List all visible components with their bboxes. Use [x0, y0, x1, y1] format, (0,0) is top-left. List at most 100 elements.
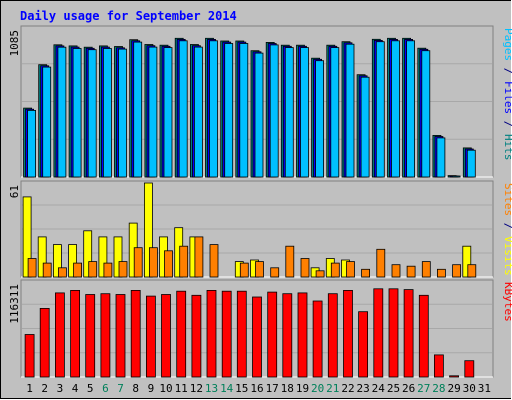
bar-kbytes-day-14	[221, 290, 232, 378]
bar-pages-day-3	[57, 46, 67, 178]
bar-sites-day-29	[452, 264, 462, 278]
bar-visits-day-30	[462, 245, 472, 278]
bar-kbytes-day-30	[464, 360, 475, 378]
bar-pages-day-21	[330, 47, 340, 178]
chart-title: Daily usage for September 2014	[20, 9, 237, 23]
bar-pages-day-24	[375, 41, 385, 178]
bar-kbytes-day-23	[358, 311, 369, 378]
bar-pages-day-26	[406, 40, 416, 178]
bar-kbytes-day-27	[418, 294, 429, 378]
x-tick-label-25: 25	[387, 382, 400, 395]
x-tick-label-19: 19	[296, 382, 309, 395]
bar-pages-day-7	[118, 48, 127, 178]
bar-pages-day-17	[269, 44, 279, 178]
bar-sites-day-23	[361, 268, 371, 278]
y-max-label: 1085	[8, 30, 21, 57]
bar-visits-day-5	[83, 230, 93, 278]
panel-kbytes: 116311 KBytes	[8, 279, 512, 378]
bar-pages-day-25	[391, 40, 400, 178]
bar-kbytes-day-15	[236, 290, 247, 378]
legend-part: Pages	[502, 28, 512, 61]
bar-kbytes-day-26	[403, 289, 414, 378]
bar-visits-day-1	[22, 196, 32, 278]
bar-pages-day-30	[466, 149, 476, 178]
x-tick-label-16: 16	[250, 382, 263, 395]
bar-kbytes-day-6	[100, 293, 111, 378]
bar-pages-day-12	[193, 46, 203, 178]
bar-kbytes-day-11	[176, 290, 187, 378]
bar-sites-day-19	[300, 258, 310, 278]
bar-sites-day-10	[164, 250, 173, 278]
bar-sites-day-22	[346, 261, 355, 278]
legend-label: Pages / Files / Hits	[502, 28, 512, 161]
bar-pages-day-8	[133, 41, 143, 178]
bar-pages-day-29	[451, 175, 461, 178]
x-tick-label-31: 31	[478, 382, 491, 395]
bar-pages-day-6	[103, 48, 112, 178]
x-axis: 1 2 3 4 5 6 7 8 9 10 11 12 13 14 15 16 17 18 19 20 21 22 23 24 2…	[26, 382, 491, 395]
bar-pages-day-18	[284, 47, 294, 178]
x-tick-label-17: 17	[266, 382, 279, 395]
bar-sites-day-13	[209, 244, 219, 278]
bar-sites-day-5	[88, 261, 98, 278]
bar-kbytes-day-8	[130, 289, 141, 378]
panel-hits-files-pages: 1085 Pages / Files / Hits	[8, 25, 512, 178]
bar-sites-day-24	[376, 248, 386, 278]
bar-kbytes-day-22	[343, 289, 353, 378]
bar-kbytes-day-3	[55, 292, 65, 378]
x-tick-label-11: 11	[175, 382, 188, 395]
x-tick-label-28: 28	[432, 382, 445, 395]
bar-sites-day-2	[42, 262, 52, 278]
bar-pages-day-16	[254, 52, 264, 178]
bar-sites-day-9	[148, 247, 158, 278]
x-tick-label-24: 24	[372, 382, 386, 395]
bar-visits-day-9	[143, 182, 153, 278]
x-tick-label-30: 30	[463, 382, 476, 395]
bar-pages-day-28	[436, 137, 446, 178]
bar-sites-day-11	[179, 245, 189, 278]
legend-part: /	[502, 216, 512, 236]
bar-kbytes-day-13	[206, 289, 217, 378]
bar-pages-day-11	[178, 40, 188, 178]
bar-kbytes-day-9	[145, 295, 156, 378]
x-tick-label-26: 26	[402, 382, 415, 395]
x-tick-label-12: 12	[190, 382, 203, 395]
y-max-label: 61	[8, 185, 21, 198]
x-tick-label-8: 8	[132, 382, 139, 395]
x-tick-label-9: 9	[148, 382, 155, 395]
bar-kbytes-day-2	[39, 307, 50, 378]
x-tick-label-23: 23	[356, 382, 369, 395]
bar-pages-day-14	[224, 43, 234, 178]
legend-part: Files	[502, 81, 512, 114]
x-tick-label-7: 7	[117, 382, 124, 395]
bar-sites-day-1	[27, 258, 37, 278]
bar-sites-day-8	[133, 247, 143, 278]
bar-sites-day-21	[330, 262, 340, 278]
legend-part: /	[502, 61, 512, 81]
legend-part: Sites	[502, 183, 512, 216]
legend-part: Hits	[502, 134, 512, 161]
bar-sites-day-18	[285, 245, 295, 278]
bar-sites-day-15	[239, 262, 249, 278]
bar-kbytes-day-7	[115, 294, 126, 378]
bar-sites-day-30	[467, 264, 477, 278]
bar-sites-day-25	[391, 264, 401, 278]
bar-kbytes-day-5	[85, 294, 96, 378]
x-tick-label-13: 13	[205, 382, 218, 395]
x-tick-label-14: 14	[220, 382, 234, 395]
bar-pages-day-5	[87, 49, 97, 178]
bar-kbytes-day-20	[312, 300, 323, 378]
bar-pages-day-27	[421, 50, 431, 178]
chart-panels: 1085 Pages / Files / Hits 61 Sites / Visits…	[8, 25, 512, 378]
bar-pages-day-10	[163, 47, 173, 178]
bar-pages-day-22	[345, 43, 355, 178]
bar-pages-day-1	[27, 110, 37, 178]
legend-part: Visits	[502, 236, 512, 276]
bar-kbytes-day-17	[267, 291, 278, 378]
bar-sites-day-16	[255, 261, 264, 278]
bar-sites-day-6	[103, 262, 113, 278]
x-tick-label-27: 27	[417, 382, 430, 395]
bar-sites-day-27	[421, 261, 431, 278]
bar-kbytes-day-10	[161, 294, 171, 378]
bar-sites-day-4	[73, 262, 82, 278]
